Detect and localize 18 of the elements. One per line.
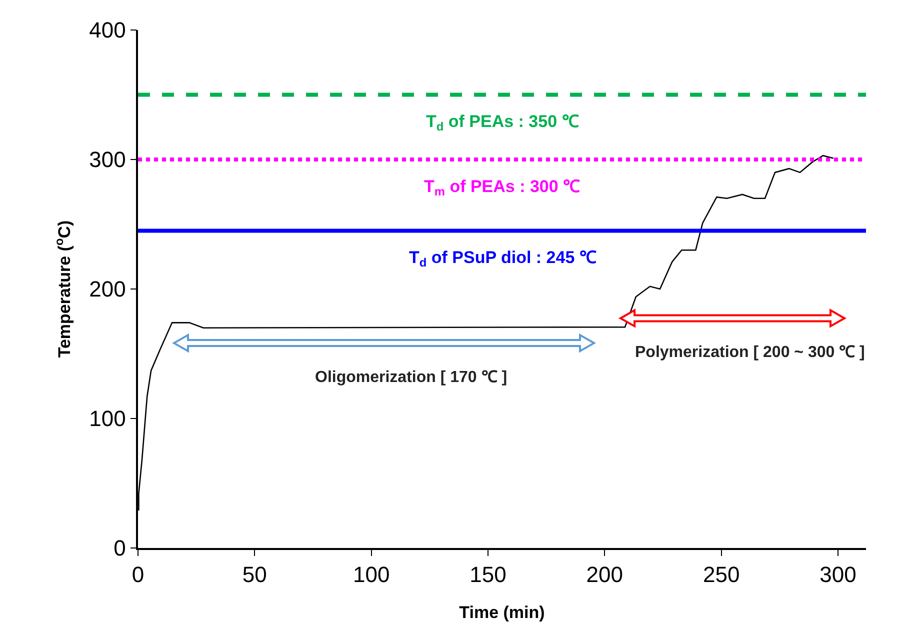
annotation: Polymerization [ 200 ~ 300 ℃ ] xyxy=(635,344,865,361)
annotation: Oligomerization [ 170 ℃ ] xyxy=(315,369,508,386)
y-tick-label: 200 xyxy=(89,276,126,302)
x-tick-label: 250 xyxy=(702,562,740,588)
x-tick-label: 100 xyxy=(352,562,390,588)
y-tick-label: 300 xyxy=(89,147,126,172)
x-tick-label: 0 xyxy=(132,562,144,588)
ref-line-label: T$_{m}$ of PEAs : 300 ℃ xyxy=(424,177,580,199)
x-tick-label: 150 xyxy=(470,562,506,588)
x-tick-label: 200 xyxy=(586,562,624,588)
x-axis-title: Time (min) xyxy=(459,603,545,622)
x-tick-label: 50 xyxy=(242,562,267,588)
y-tick-label: 0 xyxy=(114,536,126,561)
y-tick-label: 100 xyxy=(89,406,126,432)
y-tick-label: 400 xyxy=(89,18,126,43)
x-tick-label: 300 xyxy=(820,562,856,588)
ref-line-label: T$_{d}$ of PEAs : 350 ℃ xyxy=(426,112,579,134)
ref-line-label: T$_{d}$ of PSuP diol : 245 ℃ xyxy=(409,248,596,270)
